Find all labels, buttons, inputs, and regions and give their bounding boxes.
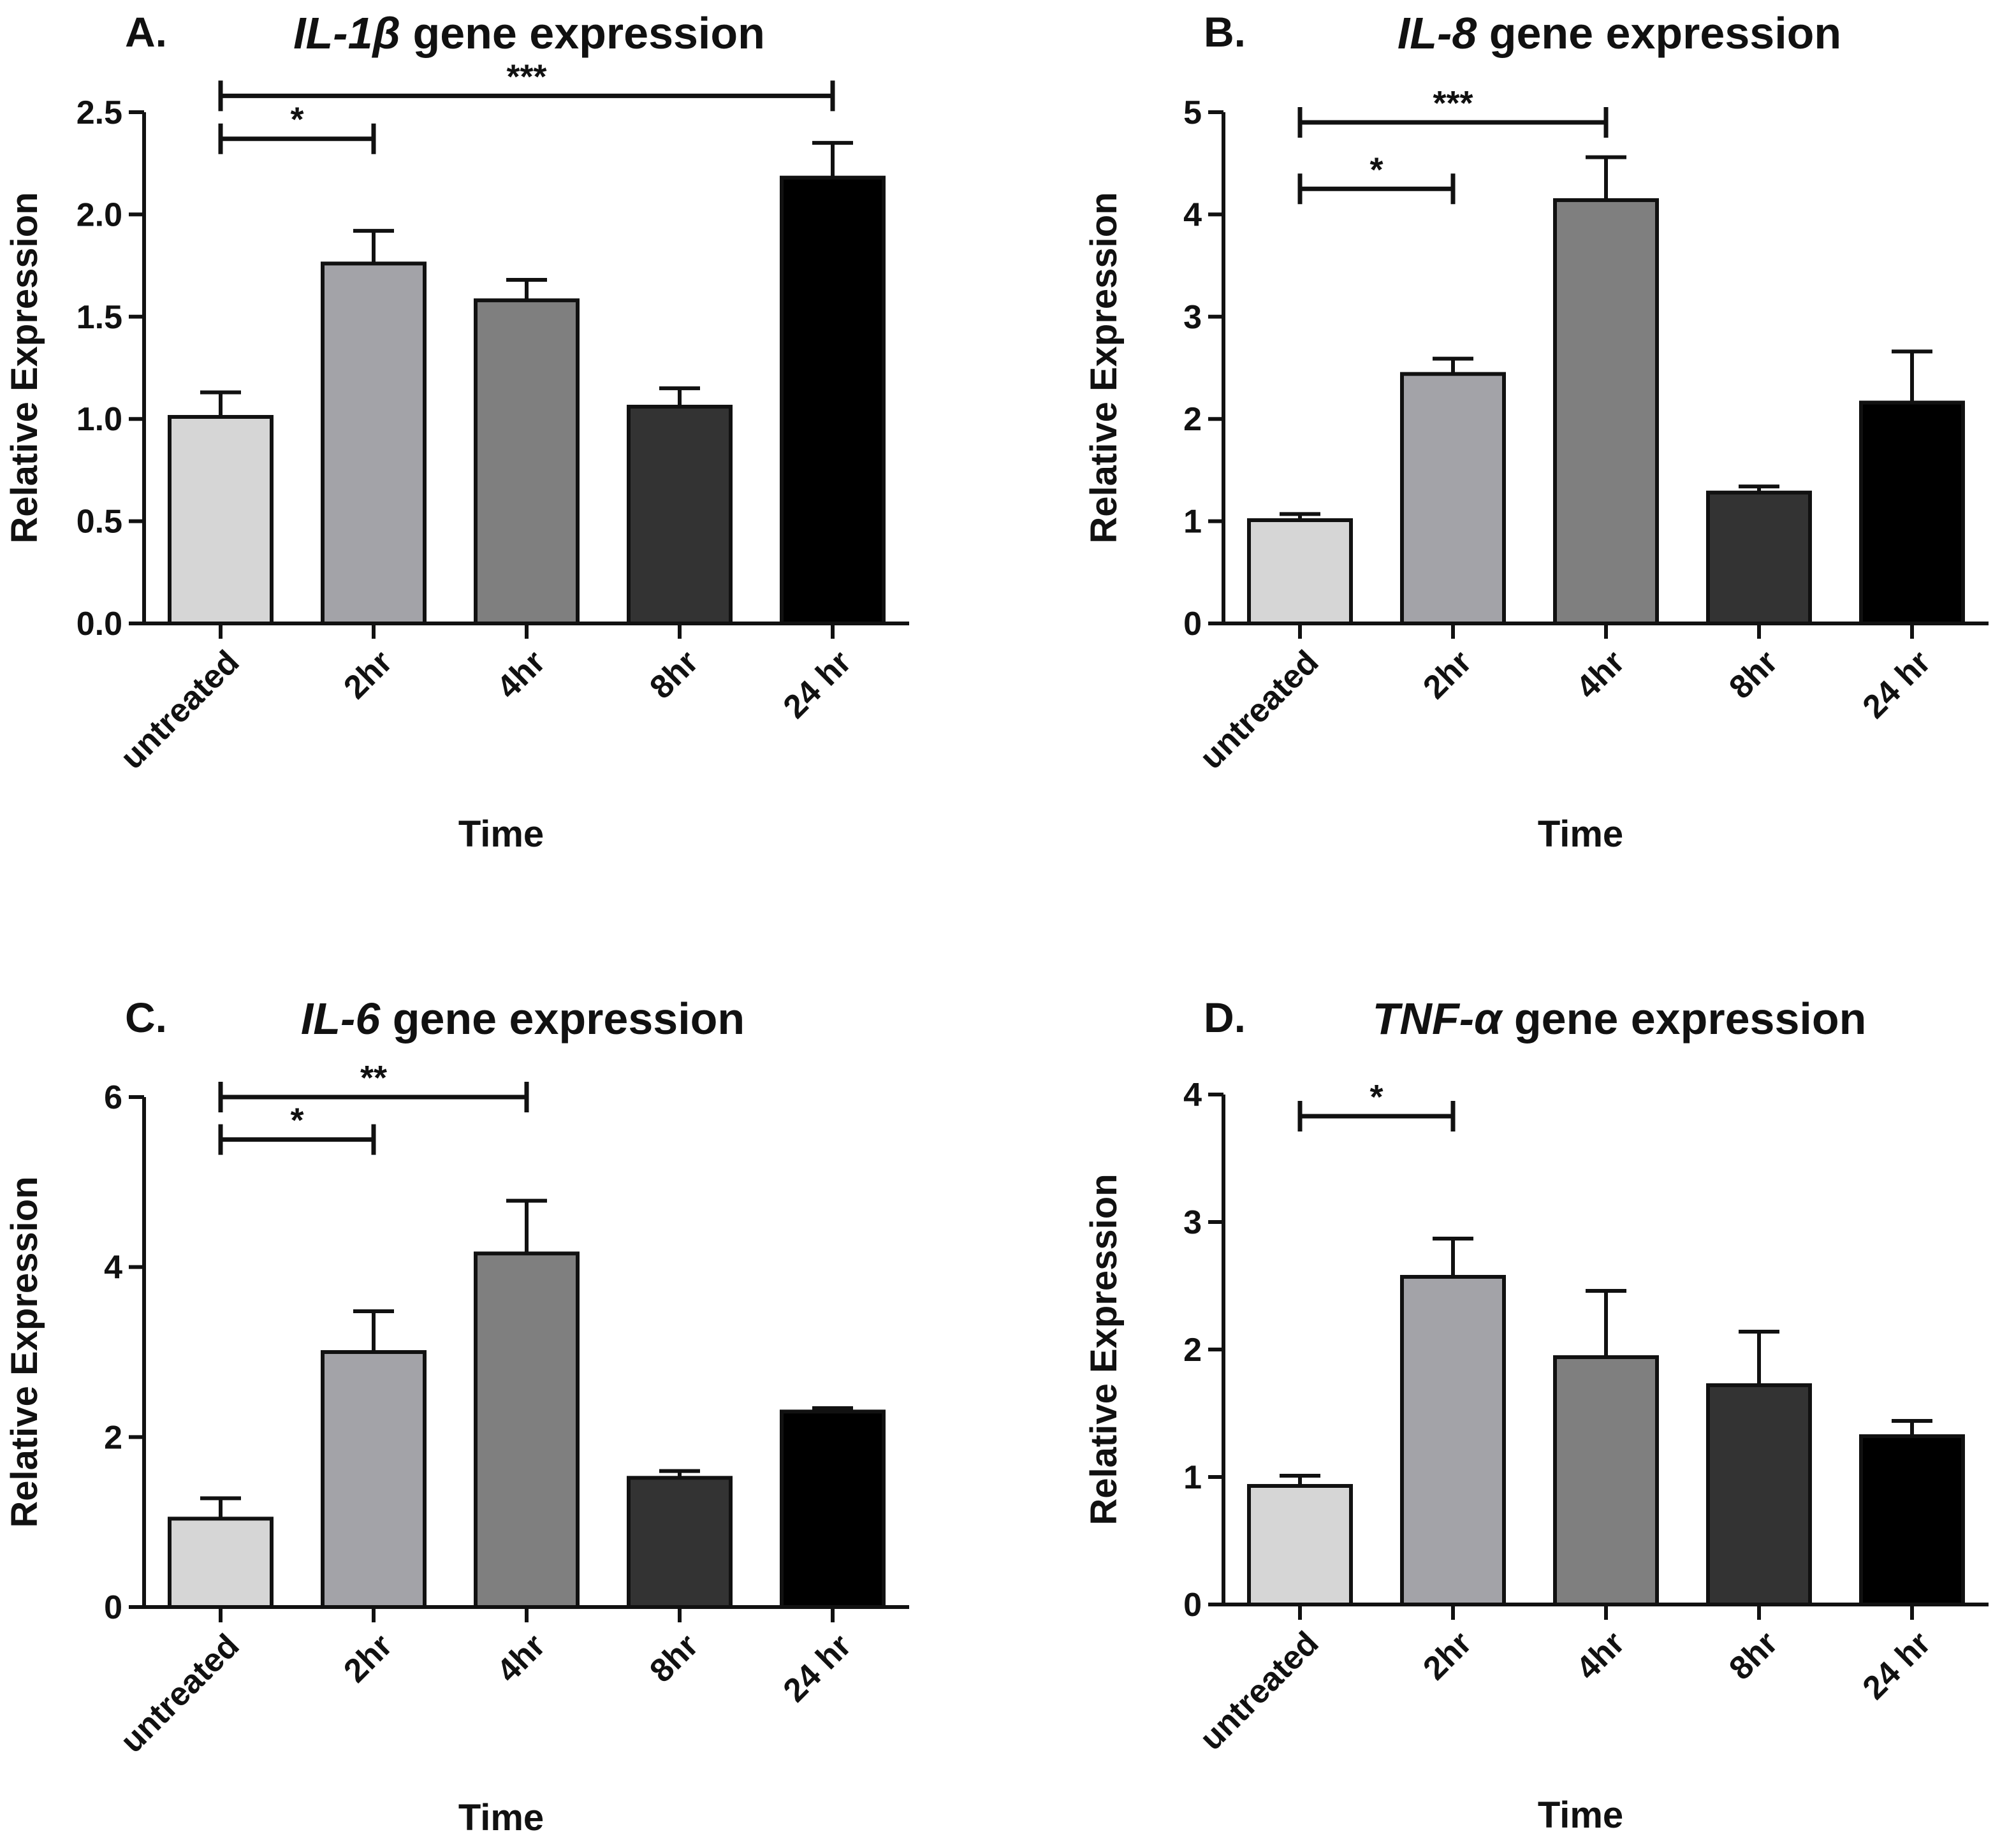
y-tick-label: 0.5 [77, 504, 122, 541]
x-tick-label-4hr: 4hr [1569, 1624, 1632, 1687]
bar-4hr [1553, 1355, 1659, 1606]
x-tick-label-untreated: untreated [1193, 643, 1326, 776]
y-tick-label: 0 [1183, 606, 1202, 643]
significance-label: * [290, 101, 303, 139]
x-tick-label-untreated: untreated [113, 643, 247, 776]
bar-untreated [1247, 518, 1353, 625]
x-tick-label-untreated: untreated [113, 1627, 247, 1760]
y-tick-label: 4 [1183, 196, 1202, 233]
panel-b-gene: IL-8 [1397, 8, 1477, 58]
y-tick-label: 2 [1183, 1332, 1202, 1369]
y-tick-label: 2.5 [77, 94, 122, 131]
significance-label: * [1369, 1078, 1383, 1116]
significance-label: * [1369, 150, 1383, 189]
x-tick-label-24-hr: 24 hr [1856, 643, 1938, 725]
y-axis-title: Relative Expression [4, 192, 45, 543]
bar-24-hr [780, 175, 886, 625]
x-tick-label-8hr: 8hr [643, 1627, 705, 1689]
x-tick-label-2hr: 2hr [1416, 1624, 1478, 1687]
x-tick-label-24-hr: 24 hr [777, 1627, 859, 1709]
y-tick-label: 0 [1183, 1587, 1202, 1624]
y-axis-title: Relative Expression [1083, 192, 1125, 543]
significance-label: *** [506, 57, 546, 96]
x-tick-label-4hr: 4hr [1569, 643, 1632, 706]
y-tick-label: 1.0 [77, 401, 122, 438]
y-tick-label: 3 [1183, 1204, 1202, 1241]
x-axis-title: Time [458, 813, 544, 855]
panel-a-title-suffix: gene expression [412, 8, 765, 58]
y-tick-label: 6 [104, 1079, 122, 1116]
panel-d-title: TNF-α gene expression [1373, 993, 1867, 1044]
x-tick-label-2hr: 2hr [1416, 643, 1478, 706]
bar-24-hr [1859, 400, 1965, 625]
panel-c-label: C. [125, 994, 167, 1041]
panel-b-title-suffix: gene expression [1489, 8, 1842, 58]
panel-d-gene: TNF-α [1372, 994, 1502, 1044]
y-tick-label: 2 [104, 1419, 122, 1456]
y-tick-label: 2 [1183, 401, 1202, 438]
panel-a-chart: 0.0 0.5 1.0 1.5 2.0 2.5 Relative Expression unt… [4, 57, 909, 855]
significance-label: ** [360, 1059, 387, 1097]
significance-label: *** [1433, 84, 1473, 122]
panel-a-gene: IL-1β [293, 8, 400, 58]
bar-untreated [168, 1517, 274, 1609]
y-tick-label: 0 [104, 1589, 122, 1626]
x-tick-label-2hr: 2hr [337, 643, 399, 706]
panel-a-title: IL-1β gene expression [293, 8, 765, 59]
panel-d-chart: 0 1 2 3 4 Relative Expression untreated 2hr 4hr 8… [1083, 1077, 1989, 1836]
x-tick-label-untreated: untreated [1193, 1624, 1326, 1757]
x-tick-label-4hr: 4hr [490, 1627, 552, 1689]
panel-b-title: IL-8 gene expression [1398, 8, 1841, 59]
y-tick-label: 4 [1183, 1077, 1202, 1114]
bar-8hr [627, 1476, 733, 1609]
bar-2hr [1400, 372, 1506, 626]
panel-c-chart: 0 2 4 6 Relative Expression untreated 2hr 4hr 8h… [4, 1059, 909, 1838]
bar-24-hr [780, 1409, 886, 1609]
y-axis-title: Relative Expression [1083, 1174, 1125, 1525]
panel-c-title: IL-6 gene expression [301, 993, 745, 1044]
x-tick-label-24-hr: 24 hr [1856, 1624, 1938, 1706]
bar-untreated [168, 414, 274, 625]
panel-a-label: A. [125, 8, 167, 55]
y-tick-label: 0.0 [77, 606, 122, 643]
panel-b-chart: 0 1 2 3 4 5 Relative Expression untreated 2hr 4hr… [1083, 84, 1989, 855]
y-tick-label: 3 [1183, 299, 1202, 336]
bar-untreated [1247, 1484, 1353, 1606]
bar-4hr [474, 1251, 580, 1609]
bar-8hr [1706, 1383, 1812, 1606]
bar-4hr [1553, 198, 1659, 626]
bar-4hr [474, 298, 580, 625]
y-tick-label: 1 [1183, 1459, 1202, 1496]
y-tick-label: 5 [1183, 94, 1202, 131]
bar-8hr [1706, 490, 1812, 625]
y-tick-label: 1 [1183, 504, 1202, 541]
bar-2hr [321, 261, 427, 625]
panel-c-gene: IL-6 [300, 994, 381, 1044]
x-axis-title: Time [1538, 813, 1623, 855]
x-axis-title: Time [458, 1797, 544, 1838]
y-tick-label: 2.0 [77, 196, 122, 233]
x-tick-label-8hr: 8hr [643, 643, 705, 706]
bar-24-hr [1859, 1434, 1965, 1606]
bar-2hr [1400, 1275, 1506, 1606]
x-axis-title: Time [1538, 1794, 1623, 1836]
bar-8hr [627, 404, 733, 626]
x-tick-label-24-hr: 24 hr [777, 643, 859, 725]
x-tick-label-8hr: 8hr [1722, 1624, 1785, 1687]
panel-c-title-suffix: gene expression [392, 994, 745, 1044]
panel-d-title-suffix: gene expression [1514, 994, 1867, 1044]
y-tick-label: 4 [104, 1249, 122, 1286]
x-tick-label-2hr: 2hr [337, 1627, 399, 1689]
panel-d-label: D. [1204, 994, 1246, 1041]
bar-2hr [321, 1350, 427, 1609]
x-tick-label-4hr: 4hr [490, 643, 552, 706]
x-tick-label-8hr: 8hr [1722, 643, 1785, 706]
y-tick-label: 1.5 [77, 299, 122, 336]
panel-b-label: B. [1204, 8, 1246, 55]
significance-label: * [290, 1102, 303, 1140]
y-axis-title: Relative Expression [4, 1176, 45, 1527]
